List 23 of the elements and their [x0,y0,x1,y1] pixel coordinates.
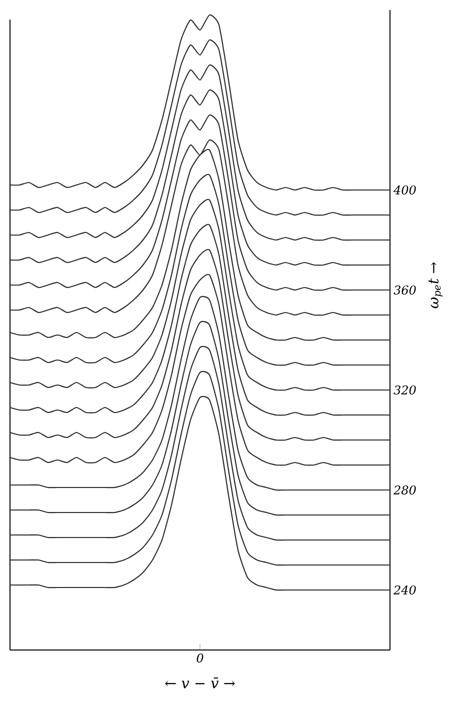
line-series [9,64,391,241]
line-series [9,396,391,591]
line-series [9,174,391,366]
line-series [9,296,391,491]
y-tick-label: 240 [393,585,416,595]
line-series [9,249,391,441]
line-series [9,370,391,566]
line-series [9,114,391,291]
line-series [9,199,391,391]
y-tick-label: 360 [394,285,416,295]
y-tick-label: 320 [394,385,416,395]
x-axis-title: ← v − v̄ → [165,677,235,688]
line-series [9,39,391,216]
line-series [9,274,391,466]
y-tick-label: 400 [393,185,416,195]
line-series [9,89,391,266]
y-tick-label: 280 [393,485,416,495]
y-axis-title: ω$_{pe}$t → [428,262,443,308]
x-tick-label: 0 [196,654,204,663]
line-series [9,346,391,541]
line-series [9,224,391,416]
line-series [9,14,391,191]
line-series [9,321,391,516]
